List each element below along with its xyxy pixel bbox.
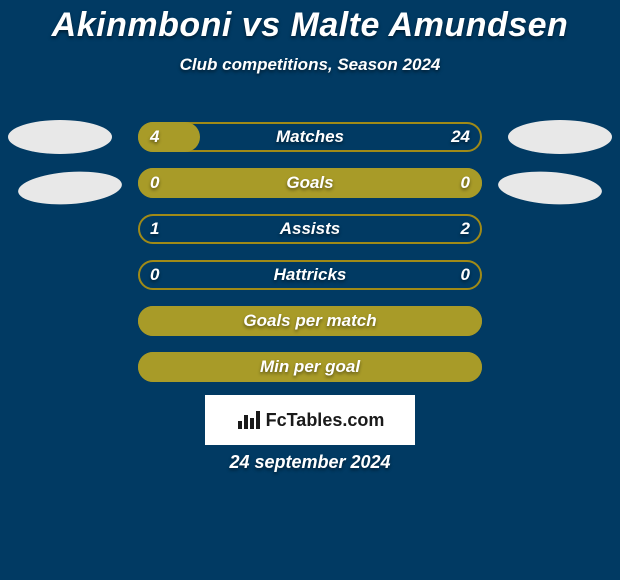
bar-fill-left [138,122,200,152]
stat-row: Matches424 [0,122,620,168]
bar-track [138,260,482,290]
bar-chart-icon [236,409,262,431]
date-text: 24 september 2024 [0,452,620,473]
stat-value-left: 0 [150,260,159,290]
logo-badge: FcTables.com [205,395,415,445]
stat-value-right: 2 [461,214,470,244]
stat-value-left: 4 [150,122,159,152]
bar-fill-full [138,168,482,198]
stat-row: Goals per match [0,306,620,352]
bar-track [138,214,482,244]
stat-value-left: 1 [150,214,159,244]
stat-value-right: 0 [461,260,470,290]
bar-fill-full [138,306,482,336]
stat-row: Goals00 [0,168,620,214]
bar-fill-full [138,352,482,382]
stat-value-left: 0 [150,168,159,198]
logo-text: FcTables.com [266,410,385,431]
stat-row: Hattricks00 [0,260,620,306]
stat-value-right: 24 [451,122,470,152]
stat-row: Assists12 [0,214,620,260]
subtitle: Club competitions, Season 2024 [0,55,620,75]
stat-row: Min per goal [0,352,620,398]
stat-value-right: 0 [461,168,470,198]
page-title: Akinmboni vs Malte Amundsen [0,6,620,45]
